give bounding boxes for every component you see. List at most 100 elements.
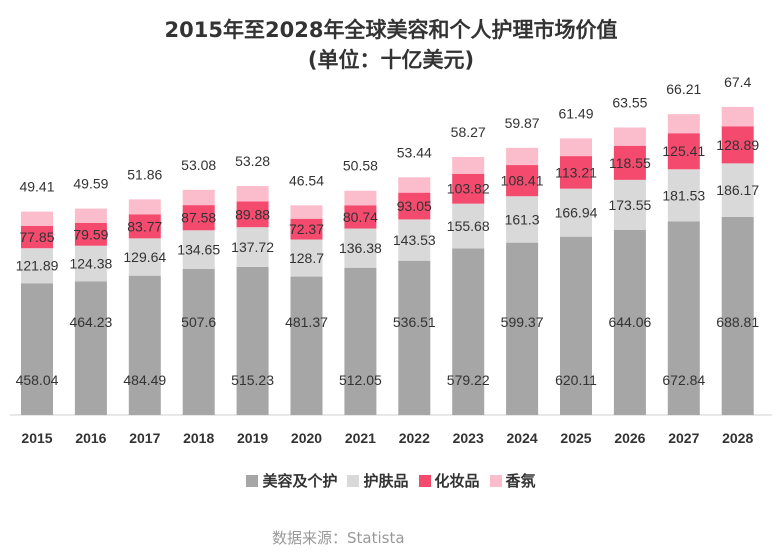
legend-swatch xyxy=(246,475,259,487)
data-label: 166.94 xyxy=(555,205,598,221)
bar-segment xyxy=(560,138,592,157)
x-tick-label: 2022 xyxy=(399,430,430,446)
x-tick-label: 2017 xyxy=(129,430,160,446)
x-tick-label: 2027 xyxy=(668,430,699,446)
data-label: 484.49 xyxy=(123,372,166,388)
legend-label: 美容及个护 xyxy=(262,472,338,490)
data-label: 79.59 xyxy=(73,226,108,242)
data-label: 121.89 xyxy=(16,258,59,274)
bar-segment xyxy=(128,199,161,215)
data-label: 155.68 xyxy=(447,218,490,234)
data-label: 536.51 xyxy=(393,314,436,330)
bar-segment xyxy=(74,222,107,246)
x-tick-label: 2016 xyxy=(75,430,106,446)
data-label: 77.85 xyxy=(19,229,54,245)
legend-label: 香氛 xyxy=(505,472,536,490)
bar-segment xyxy=(452,203,485,249)
bar-segment xyxy=(667,169,700,222)
data-label: 108.41 xyxy=(501,173,544,189)
x-tick-label: 2021 xyxy=(345,430,376,446)
data-label: 53.44 xyxy=(397,144,432,160)
data-label: 599.37 xyxy=(501,314,544,330)
bar-segment xyxy=(667,114,700,134)
bar-segment xyxy=(398,177,431,193)
x-tick-label: 2015 xyxy=(21,430,52,446)
bar-segment xyxy=(74,281,107,415)
data-label: 87.58 xyxy=(181,210,216,226)
legend: 美容及个护 护肤品 化妆品 香氛 xyxy=(0,470,782,491)
data-label: 89.88 xyxy=(235,206,270,222)
legend-swatch xyxy=(347,475,360,487)
data-label: 59.87 xyxy=(505,115,540,131)
data-label: 128.7 xyxy=(289,250,324,266)
data-label: 103.82 xyxy=(447,181,490,197)
x-tick-label: 2024 xyxy=(507,430,538,446)
data-label: 579.22 xyxy=(447,372,490,388)
bar-segment xyxy=(398,260,431,415)
bar-segment xyxy=(236,201,269,228)
bar-segment xyxy=(560,156,592,189)
bar-segment xyxy=(398,219,431,261)
data-label: 113.21 xyxy=(555,164,597,180)
bar-segment xyxy=(560,188,592,237)
data-label: 128.89 xyxy=(716,137,759,153)
bar-segment xyxy=(721,163,754,217)
x-tick-label: 2028 xyxy=(722,430,753,446)
data-label: 53.28 xyxy=(235,153,270,169)
bar-segment xyxy=(182,230,215,270)
bar-segment xyxy=(506,165,539,197)
bar-segment xyxy=(21,211,53,226)
data-label: 181.53 xyxy=(662,187,705,203)
bar-segment xyxy=(290,205,323,219)
bar-segment xyxy=(398,192,431,220)
bar-segment xyxy=(74,208,107,223)
legend-label: 化妆品 xyxy=(434,472,480,490)
bar-segment xyxy=(182,205,215,231)
bar-segment xyxy=(613,179,646,230)
bar-segment xyxy=(613,229,646,415)
data-label: 49.59 xyxy=(73,176,108,192)
data-label: 125.41 xyxy=(662,143,705,159)
data-label: 61.49 xyxy=(558,105,593,121)
data-label: 51.86 xyxy=(127,166,162,182)
stacked-bar-chart: 458.04 121.89 77.85 49.41 2015 464.23 124.38 79… xyxy=(10,74,772,446)
bar-segment xyxy=(182,189,215,206)
bar-segment xyxy=(452,173,485,204)
source-note: 数据来源：Statista xyxy=(272,529,405,547)
bar-segment xyxy=(344,205,377,229)
bar-segment xyxy=(344,228,377,268)
data-label: 67.4 xyxy=(724,74,751,90)
bar-segment xyxy=(721,216,754,415)
bar-segment xyxy=(182,269,215,415)
data-label: 66.21 xyxy=(666,81,701,97)
bar-segment xyxy=(344,267,377,415)
legend-item: 化妆品 xyxy=(418,470,480,491)
legend-item: 美容及个护 xyxy=(246,470,337,491)
bar-segment xyxy=(560,236,592,415)
data-label: 186.17 xyxy=(716,182,759,198)
data-label: 644.06 xyxy=(608,314,651,330)
bar-segment xyxy=(452,157,485,174)
bar-segment xyxy=(236,186,269,202)
bar-segment xyxy=(21,225,53,249)
data-label: 49.41 xyxy=(19,179,54,195)
data-label: 620.11 xyxy=(555,372,597,388)
bar-segment xyxy=(452,248,485,415)
data-label: 93.05 xyxy=(397,198,432,214)
bar-segment xyxy=(74,245,107,282)
x-tick-label: 2025 xyxy=(560,430,591,446)
bar-segment xyxy=(290,239,323,277)
data-label: 173.55 xyxy=(608,197,651,213)
data-label: 134.65 xyxy=(177,242,220,258)
bar-segment xyxy=(128,275,161,415)
data-label: 143.53 xyxy=(393,232,436,248)
x-tick-label: 2020 xyxy=(291,430,322,446)
bar-segment xyxy=(613,145,646,180)
data-label: 124.38 xyxy=(69,256,112,272)
data-label: 83.77 xyxy=(127,218,162,234)
data-label: 458.04 xyxy=(16,372,59,388)
data-label: 118.55 xyxy=(609,155,651,171)
bar-segment xyxy=(236,266,269,415)
data-label: 512.05 xyxy=(339,372,382,388)
data-label: 72.37 xyxy=(289,221,324,237)
